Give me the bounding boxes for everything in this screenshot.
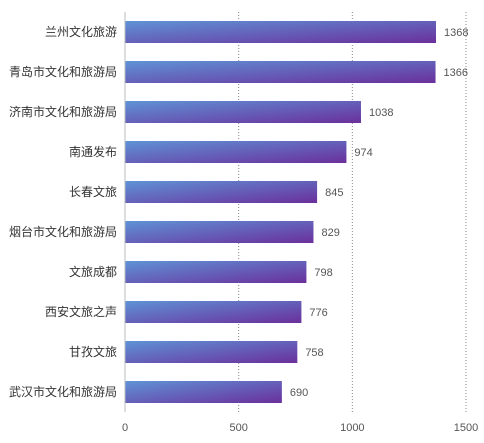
axes: 0 500 1000 1500 兰州文化旅游青岛市文化和旅游局济南市文化和旅游局南通发布… bbox=[9, 12, 478, 434]
bar bbox=[125, 101, 361, 123]
bar bbox=[125, 181, 318, 203]
value-label: 758 bbox=[305, 347, 323, 359]
category-label: 甘孜文旅 bbox=[69, 344, 117, 359]
value-label: 845 bbox=[325, 187, 343, 199]
category-label: 文旅成都 bbox=[69, 264, 117, 279]
bar bbox=[125, 21, 436, 43]
category-label: 长春文旅 bbox=[69, 184, 117, 199]
category-label: 武汉市文化和旅游局 bbox=[9, 384, 117, 399]
category-label: 济南市文化和旅游局 bbox=[9, 104, 117, 119]
category-label: 兰州文化旅游 bbox=[45, 24, 117, 39]
x-tick-label: 500 bbox=[229, 422, 247, 434]
value-label: 776 bbox=[309, 307, 327, 319]
category-label: 烟台市文化和旅游局 bbox=[9, 224, 117, 239]
x-tick-label: 1500 bbox=[454, 422, 478, 434]
bars: 1368 1366 1038 974 845 829 798 776 758 690 bbox=[125, 21, 468, 403]
bar bbox=[125, 301, 302, 323]
bar bbox=[125, 261, 307, 283]
value-label: 829 bbox=[321, 227, 339, 239]
x-tick-label: 0 bbox=[122, 422, 128, 434]
bar bbox=[125, 61, 436, 83]
bar bbox=[125, 381, 282, 403]
value-label: 690 bbox=[290, 387, 308, 399]
bar bbox=[125, 341, 298, 363]
value-label: 1366 bbox=[444, 67, 468, 79]
value-label: 1368 bbox=[444, 27, 468, 39]
value-label: 974 bbox=[354, 147, 372, 159]
category-label: 西安文旅之声 bbox=[45, 304, 117, 319]
x-tick-label: 1000 bbox=[340, 422, 364, 434]
value-label: 1038 bbox=[369, 107, 393, 119]
bar bbox=[125, 221, 314, 243]
category-label: 南通发布 bbox=[69, 144, 117, 159]
value-label: 798 bbox=[314, 267, 332, 279]
category-label: 青岛市文化和旅游局 bbox=[9, 64, 117, 79]
bar bbox=[125, 141, 347, 163]
